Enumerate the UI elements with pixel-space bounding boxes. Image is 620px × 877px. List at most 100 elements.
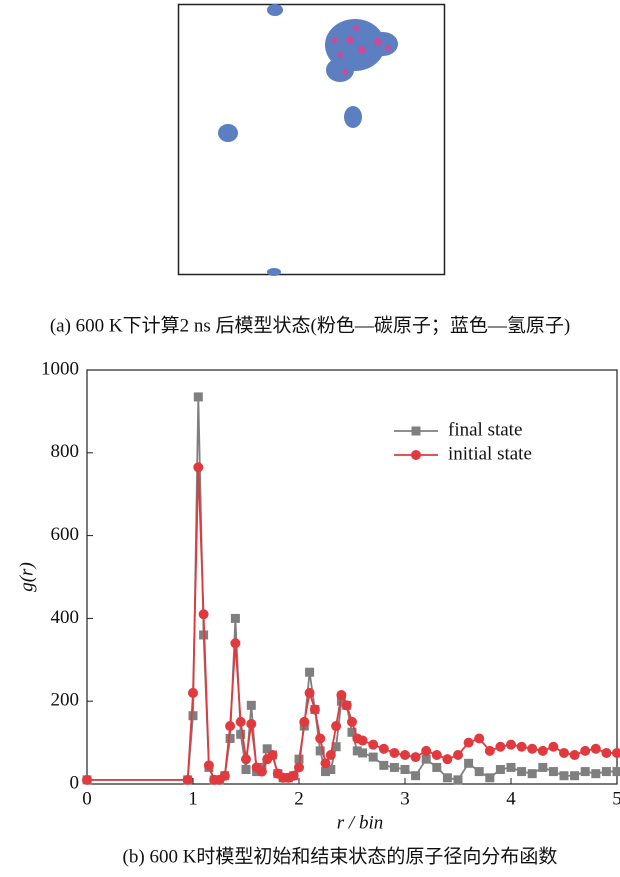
marker <box>358 736 368 746</box>
caption: (b) 600 K时模型初始和结束状态的原子径向分布函数 <box>123 845 558 867</box>
marker <box>236 730 245 739</box>
legend-marker <box>411 450 421 460</box>
marker <box>591 769 600 778</box>
marker <box>194 392 203 401</box>
marker <box>432 763 441 772</box>
legend-label: initial state <box>448 443 532 464</box>
x-tick-label: 0 <box>82 788 92 809</box>
y-tick-label: 200 <box>51 690 80 711</box>
marker <box>183 775 193 785</box>
marker <box>411 752 421 762</box>
marker <box>379 761 388 770</box>
marker <box>506 740 516 750</box>
marker <box>411 771 420 780</box>
marker <box>225 721 235 731</box>
marker <box>226 734 235 743</box>
marker <box>310 704 320 714</box>
marker <box>549 767 558 776</box>
marker <box>369 753 378 762</box>
marker <box>538 746 548 756</box>
y-tick-label: 800 <box>51 441 80 462</box>
marker <box>517 742 527 752</box>
marker <box>580 746 590 756</box>
marker <box>230 638 240 648</box>
marker <box>485 746 495 756</box>
snapshot <box>179 4 445 276</box>
marker <box>321 758 331 768</box>
marker <box>305 668 314 677</box>
marker <box>507 763 516 772</box>
marker <box>527 744 537 754</box>
marker <box>538 763 547 772</box>
marker <box>495 742 505 752</box>
marker <box>268 750 278 760</box>
marker <box>474 733 484 743</box>
marker <box>299 717 309 727</box>
marker <box>422 755 431 764</box>
marker <box>294 762 304 772</box>
x-tick-label: 1 <box>188 788 198 809</box>
marker <box>368 740 378 750</box>
marker <box>559 748 569 758</box>
y-tick-label: 400 <box>51 607 80 628</box>
marker <box>242 765 251 774</box>
marker <box>591 744 601 754</box>
y-tick-label: 0 <box>70 772 80 793</box>
marker <box>570 771 579 780</box>
marker <box>442 754 452 764</box>
marker <box>453 750 463 760</box>
marker <box>443 773 452 782</box>
marker <box>601 748 611 758</box>
marker <box>188 688 198 698</box>
marker <box>400 750 410 760</box>
marker <box>231 614 240 623</box>
marker <box>464 738 474 748</box>
x-tick-label: 2 <box>294 788 304 809</box>
marker <box>379 744 389 754</box>
marker <box>257 767 267 777</box>
marker <box>570 750 580 760</box>
marker <box>581 767 590 776</box>
x-tick-label: 4 <box>506 788 516 809</box>
x-tick-label: 5 <box>612 788 620 809</box>
marker <box>560 771 569 780</box>
x-tick-label: 3 <box>400 788 410 809</box>
marker <box>475 767 484 776</box>
legend-label: final state <box>448 419 522 440</box>
marker <box>528 769 537 778</box>
marker <box>496 765 505 774</box>
marker <box>432 750 442 760</box>
marker <box>342 700 352 710</box>
marker <box>199 609 209 619</box>
marker <box>220 771 230 781</box>
y-axis-label: g(r) <box>16 562 37 592</box>
marker <box>485 773 494 782</box>
marker <box>612 748 620 758</box>
marker <box>401 765 410 774</box>
marker <box>421 746 431 756</box>
marker <box>305 688 315 698</box>
marker <box>331 721 341 731</box>
marker <box>236 717 246 727</box>
y-tick-label: 600 <box>51 524 80 545</box>
marker <box>464 759 473 768</box>
marker <box>246 719 256 729</box>
marker <box>517 767 526 776</box>
marker <box>389 748 399 758</box>
marker <box>289 771 299 781</box>
marker <box>82 775 92 785</box>
x-axis-label: r / bin <box>337 812 383 833</box>
marker <box>336 690 346 700</box>
y-tick-label: 1000 <box>41 358 79 379</box>
marker <box>613 767 620 776</box>
marker <box>193 462 203 472</box>
legend-marker <box>412 427 421 436</box>
marker <box>602 767 611 776</box>
marker <box>390 763 399 772</box>
marker <box>241 754 251 764</box>
marker <box>358 748 367 757</box>
marker <box>315 733 325 743</box>
marker <box>204 760 214 770</box>
